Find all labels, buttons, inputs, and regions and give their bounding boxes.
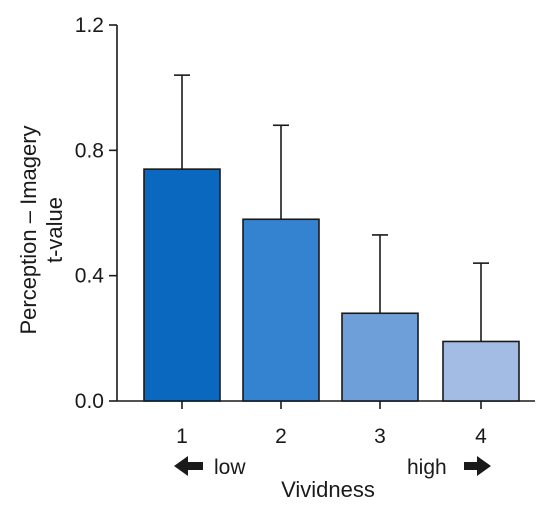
y-tick-label: 0.0 bbox=[75, 390, 104, 413]
y-tick-label: 1.2 bbox=[75, 14, 104, 37]
y-ticks: 0.0 0.4 0.8 1.2 bbox=[75, 14, 117, 413]
bar-3 bbox=[341, 312, 419, 402]
left-arrow-icon bbox=[174, 456, 203, 476]
low-indicator: low bbox=[174, 456, 246, 479]
y-axis-title-line2: t-value bbox=[42, 197, 67, 263]
low-label: low bbox=[214, 456, 246, 479]
x-tick-label: 1 bbox=[176, 425, 188, 448]
x-tick-label: 3 bbox=[374, 425, 386, 448]
x-tick-label: 2 bbox=[275, 425, 287, 448]
right-arrow-icon bbox=[464, 456, 491, 476]
high-label: high bbox=[407, 456, 447, 479]
y-tick-label: 0.4 bbox=[75, 265, 105, 288]
bar-4 bbox=[442, 340, 520, 402]
y-axis-title: Perception – Imagery t-value bbox=[16, 125, 67, 334]
y-tick-label: 0.8 bbox=[75, 139, 104, 162]
x-tick-label: 4 bbox=[475, 425, 487, 448]
x-ticks: 1 2 3 4 bbox=[176, 401, 487, 448]
y-axis-title-line1: Perception – Imagery bbox=[16, 125, 41, 334]
high-indicator: high bbox=[407, 456, 491, 479]
bar-2 bbox=[242, 218, 320, 402]
bar-1 bbox=[143, 168, 221, 402]
bars bbox=[143, 74, 520, 402]
x-axis-title: Vividness bbox=[281, 477, 375, 502]
